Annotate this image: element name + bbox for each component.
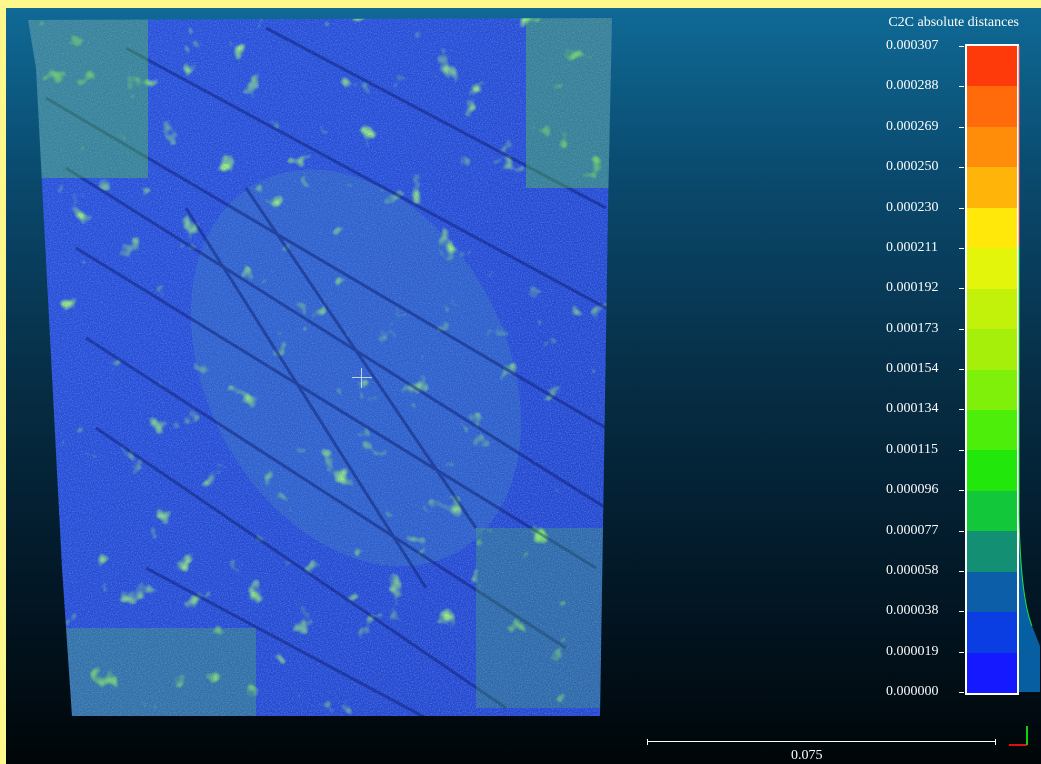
color-band xyxy=(967,126,1017,168)
color-scale-tick-label: 0.000211 xyxy=(886,240,964,255)
color-scale-tick-label: 0.000154 xyxy=(886,362,964,376)
color-band xyxy=(967,531,1017,572)
scale-bar-label: 0.075 xyxy=(791,748,823,763)
color-scale-tick-label: 0.000230 xyxy=(886,200,964,215)
color-scale-tick-label: 0.000269 xyxy=(886,119,964,134)
point-cloud[interactable] xyxy=(6,8,1041,764)
color-scale-tick-label: 0.000038 xyxy=(886,604,964,618)
color-band xyxy=(967,288,1017,330)
color-band xyxy=(967,329,1017,370)
y-axis-icon xyxy=(1026,726,1028,745)
color-scale-bar xyxy=(965,44,1019,695)
color-scale-tick-label: 0.000250 xyxy=(886,160,964,174)
color-band xyxy=(967,571,1017,613)
color-band xyxy=(967,86,1017,127)
color-band xyxy=(967,369,1017,410)
color-band xyxy=(967,612,1017,653)
histogram-curve xyxy=(1018,46,1040,692)
color-band xyxy=(967,46,1017,87)
color-scale-tick-label: 0.000173 xyxy=(886,321,964,336)
color-scale-tick-label: 0.000134 xyxy=(886,402,964,416)
color-band xyxy=(967,490,1017,532)
axis-trihedron xyxy=(1006,722,1036,752)
color-scale-tick-label: 0.000000 xyxy=(886,685,964,699)
color-band xyxy=(967,167,1017,208)
color-band xyxy=(967,652,1017,693)
color-scale-tick-label: 0.000096 xyxy=(886,483,964,497)
x-axis-icon xyxy=(1009,744,1027,746)
color-scale-tick-label: 0.000115 xyxy=(886,442,964,457)
color-band xyxy=(967,409,1017,451)
color-scale-tick-label: 0.000192 xyxy=(886,281,964,295)
rotation-center-crosshair xyxy=(352,368,372,388)
color-band xyxy=(967,248,1017,289)
scalar-field-title: C2C absolute distances xyxy=(888,15,1019,30)
color-scale-tick-label: 0.000307 xyxy=(886,39,964,53)
color-scale-tick-label: 0.000288 xyxy=(886,79,964,93)
color-scale-tick-label: 0.000077 xyxy=(886,523,964,538)
color-scale-tick-label: 0.000058 xyxy=(886,563,964,578)
color-scale-tick-label: 0.000019 xyxy=(886,644,964,659)
color-band xyxy=(967,450,1017,491)
3d-viewport[interactable]: C2C absolute distances 0.000307 0.000288 0… xyxy=(6,8,1041,764)
scale-bar xyxy=(647,739,996,745)
color-band xyxy=(967,207,1017,249)
color-scale-labels: 0.000307 0.000288 0.000269 0.000250 0.000230… xyxy=(6,8,1041,764)
